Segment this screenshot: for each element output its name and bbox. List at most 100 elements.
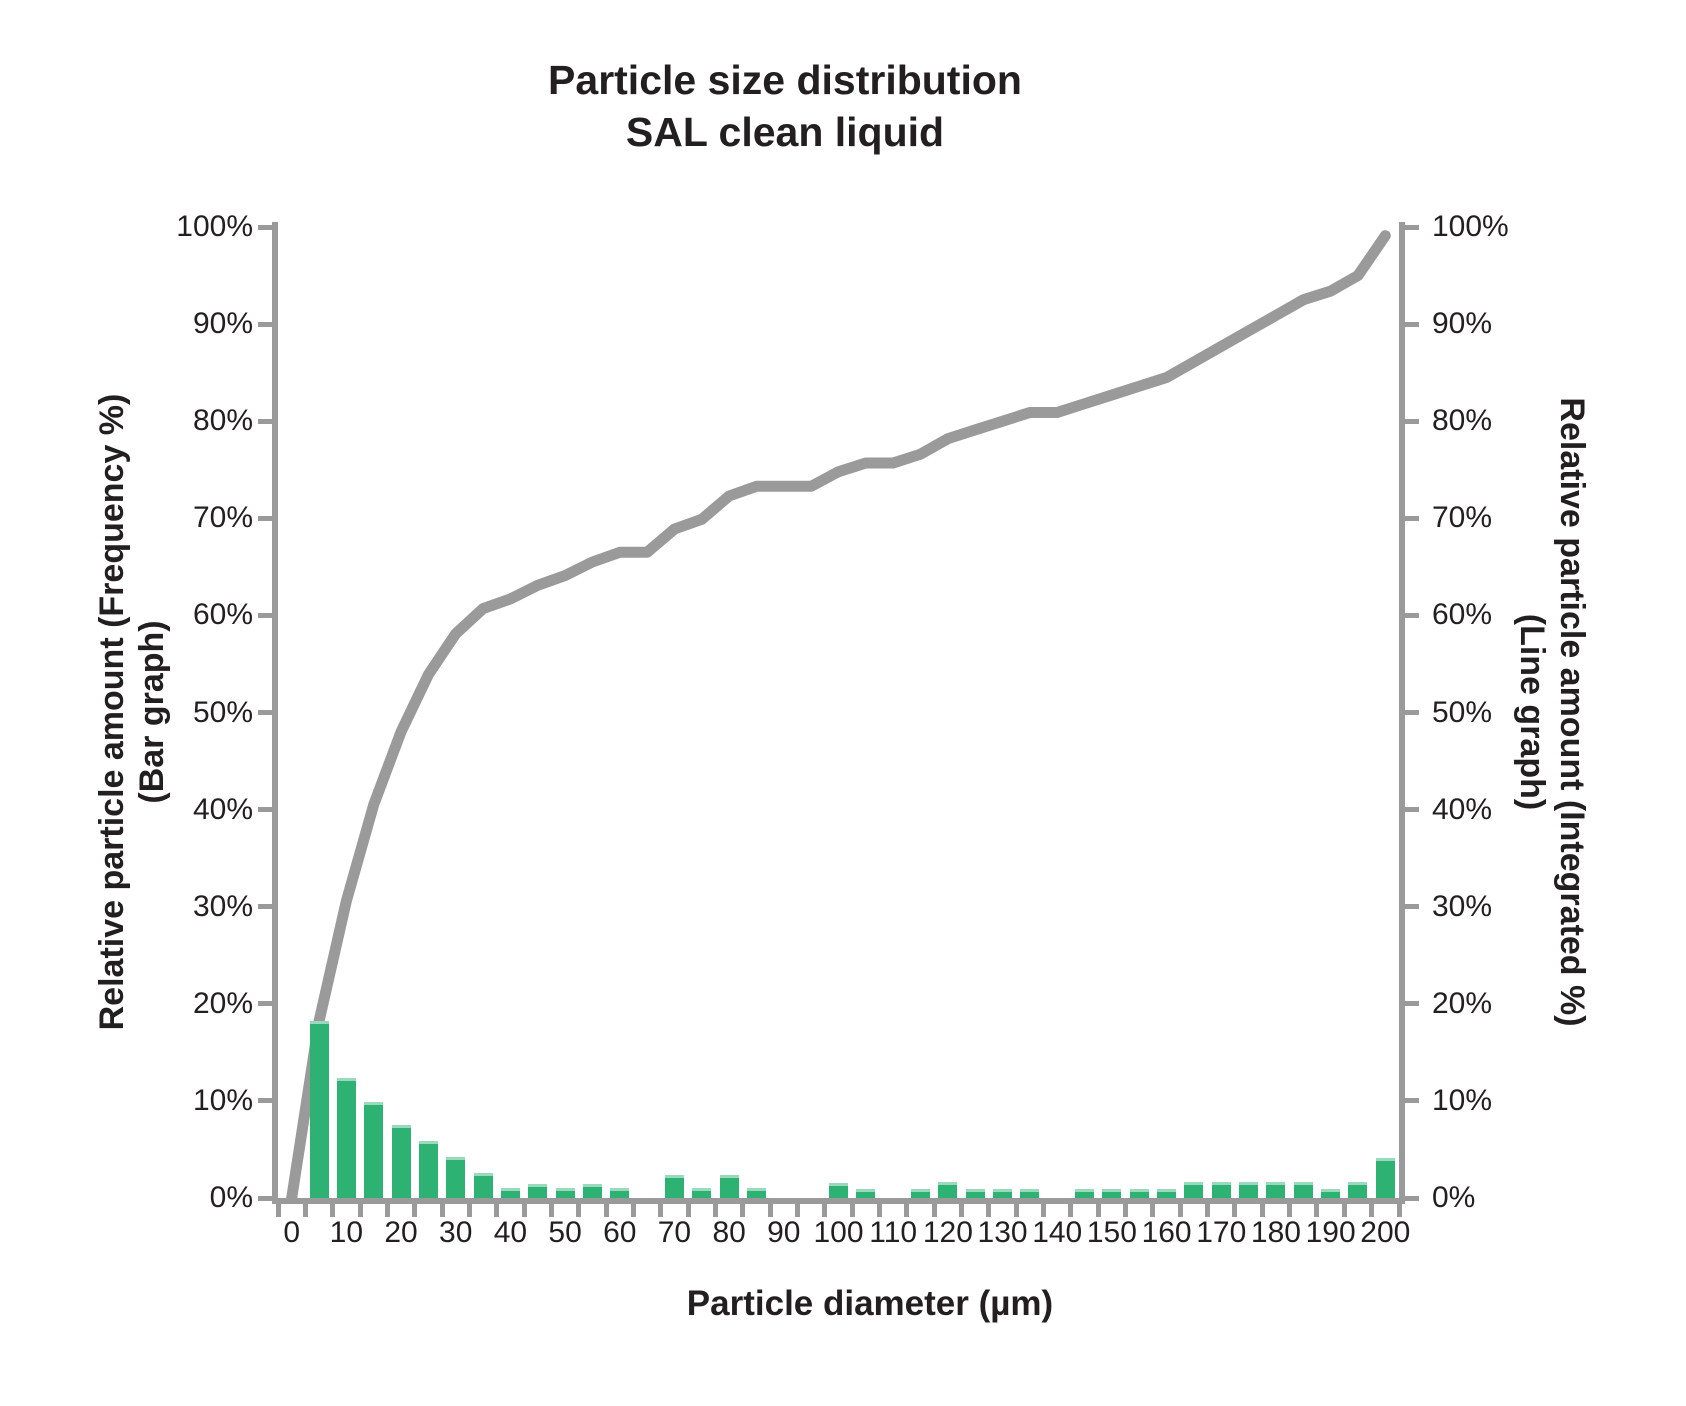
x-axis-tick [1259, 1204, 1265, 1217]
x-axis-tick-label: 170 [1196, 1216, 1247, 1249]
x-axis-tick [548, 1204, 554, 1217]
x-axis-tick [439, 1204, 445, 1217]
x-axis-tick-label: 200 [1360, 1216, 1411, 1249]
x-axis-line [272, 1198, 1405, 1204]
x-axis-tick-label: 120 [922, 1216, 973, 1249]
y-axis-right-tick-label: 60% [1432, 598, 1493, 632]
y-axis-right-tick-label: 70% [1432, 501, 1493, 535]
x-axis-tick [384, 1204, 390, 1217]
y-axis-left-tick-label: 30% [192, 889, 253, 923]
frequency-bar [500, 1188, 520, 1198]
chart-title-line2: SAL clean liquid [625, 109, 945, 155]
y-axis-right-tick [1405, 1195, 1419, 1201]
x-axis-tick [877, 1204, 882, 1217]
y-axis-right-tick [1405, 418, 1419, 424]
frequency-bar [364, 1101, 384, 1198]
x-axis-tick-label: 30 [439, 1216, 473, 1249]
frequency-bar [1157, 1189, 1177, 1198]
x-axis-tick [1177, 1204, 1183, 1217]
x-axis-tick [986, 1204, 992, 1217]
y-axis-right-tick [1405, 321, 1419, 327]
frequency-bar [473, 1172, 493, 1198]
y-axis-left-tick-label: 50% [192, 695, 253, 729]
x-axis-tick [1396, 1204, 1402, 1217]
frequency-bar [1375, 1158, 1395, 1198]
frequency-bar [1348, 1182, 1368, 1198]
x-axis-tick-label: 180 [1250, 1216, 1301, 1249]
integrated-line-path [286, 230, 1391, 1204]
frequency-bar [692, 1188, 712, 1198]
y-axis-right-tick [1405, 612, 1419, 618]
y-axis-left-tick-label: 0% [209, 1181, 253, 1214]
x-axis-tick-label: 70 [657, 1216, 692, 1249]
x-axis-tick [1123, 1204, 1129, 1217]
y-axis-right-tick-label: 10% [1432, 1083, 1493, 1117]
x-axis-tick [630, 1204, 636, 1217]
x-axis-tick [1314, 1204, 1320, 1217]
x-axis-tick [822, 1204, 828, 1217]
frequency-bar [1102, 1189, 1122, 1198]
x-axis-tick [1041, 1204, 1047, 1217]
frequency-bar [555, 1188, 575, 1198]
y-axis-left-tick [258, 321, 272, 327]
x-axis-tick-label: 0 [283, 1216, 300, 1249]
y-axis-right-tick [1405, 1001, 1419, 1007]
x-axis-tick [603, 1204, 609, 1217]
x-axis-tick [576, 1204, 582, 1217]
x-axis-tick [275, 1204, 281, 1217]
x-axis-tick [1013, 1204, 1019, 1217]
y-axis-left-tick [258, 418, 272, 424]
x-axis-tick-label: 80 [712, 1216, 746, 1249]
x-axis-tick-label: 90 [767, 1216, 801, 1249]
frequency-bar [664, 1174, 684, 1198]
x-axis-tick [412, 1204, 418, 1217]
frequency-bar [1293, 1182, 1313, 1198]
frequency-bar [938, 1182, 958, 1198]
frequency-bar [446, 1157, 466, 1198]
frequency-bar [1020, 1189, 1040, 1198]
x-axis-title: Particle diameter (µm) [686, 1284, 1054, 1323]
y-axis-left-tick [258, 807, 272, 813]
y-axis-left-tick [258, 1001, 272, 1007]
y-axis-left-tick-label: 100% [176, 210, 253, 243]
y-axis-right-tick [1405, 710, 1419, 715]
x-axis-tick [658, 1204, 664, 1217]
x-axis-tick [521, 1204, 527, 1217]
frequency-bar [528, 1184, 548, 1198]
y-axis-right-tick-label: 0% [1432, 1181, 1476, 1214]
frequency-bar [746, 1188, 766, 1198]
y-axis-right-tick [1405, 515, 1419, 521]
y-axis-left-tick-label: 20% [192, 986, 253, 1020]
x-axis-tick [494, 1204, 500, 1217]
y-axis-left-tick-label: 90% [192, 307, 253, 341]
frequency-bar [418, 1140, 438, 1198]
y-axis-left-tick-label: 70% [192, 501, 253, 535]
y-axis-right-tick [1405, 1098, 1419, 1104]
x-axis-tick-label: 20 [384, 1216, 418, 1249]
frequency-bar [336, 1077, 356, 1198]
frequency-bar [856, 1189, 876, 1198]
y-axis-right-tick-label: 30% [1432, 889, 1493, 923]
y-axis-right-tick [1405, 224, 1419, 230]
y-axis-left-tick [258, 612, 272, 618]
x-axis-tick-label: 130 [977, 1216, 1028, 1249]
y-axis-left-tick-label: 40% [192, 792, 253, 826]
y-axis-left-tick [258, 515, 272, 521]
frequency-bar [309, 1021, 329, 1198]
x-axis-tick [1068, 1204, 1074, 1217]
x-axis-tick [357, 1204, 363, 1217]
x-axis-tick-label: 40 [493, 1216, 528, 1249]
frequency-bar [1129, 1189, 1149, 1198]
x-axis-tick [1341, 1204, 1347, 1217]
x-axis-tick-label: 190 [1305, 1216, 1356, 1249]
y-axis-right-tick-label: 80% [1432, 404, 1493, 438]
x-axis-tick-label: 100 [813, 1216, 864, 1249]
y-axis-left-tick-label: 60% [192, 598, 253, 632]
y-axis-left-tick [258, 224, 272, 230]
y-axis-left-line [272, 222, 278, 1204]
frequency-bar [1239, 1182, 1259, 1198]
chart-title: Particle size distribution SAL clean liq… [0, 54, 1570, 158]
x-axis-tick [466, 1204, 472, 1217]
x-axis-tick [959, 1204, 965, 1217]
y-axis-right-tick [1405, 904, 1419, 910]
